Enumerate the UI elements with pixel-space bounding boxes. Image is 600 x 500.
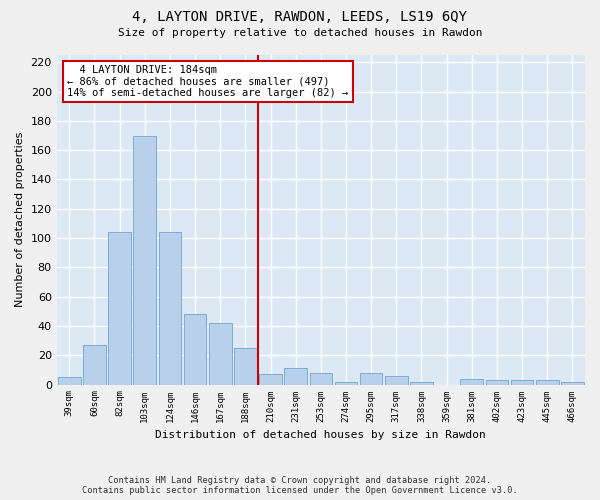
Text: 4, LAYTON DRIVE, RAWDON, LEEDS, LS19 6QY: 4, LAYTON DRIVE, RAWDON, LEEDS, LS19 6QY	[133, 10, 467, 24]
Bar	[460, 378, 483, 384]
Bar	[259, 374, 282, 384]
Bar	[511, 380, 533, 384]
Bar	[108, 232, 131, 384]
Bar	[58, 377, 80, 384]
Text: 4 LAYTON DRIVE: 184sqm  
← 86% of detached houses are smaller (497)
14% of semi-: 4 LAYTON DRIVE: 184sqm ← 86% of detached…	[67, 65, 349, 98]
Bar	[284, 368, 307, 384]
Bar	[561, 382, 584, 384]
Bar	[133, 136, 156, 384]
Y-axis label: Number of detached properties: Number of detached properties	[15, 132, 25, 308]
Bar	[485, 380, 508, 384]
Bar	[310, 373, 332, 384]
Bar	[410, 382, 433, 384]
Bar	[360, 373, 382, 384]
Bar	[184, 314, 206, 384]
Bar	[536, 380, 559, 384]
Bar	[335, 382, 358, 384]
Text: Size of property relative to detached houses in Rawdon: Size of property relative to detached ho…	[118, 28, 482, 38]
X-axis label: Distribution of detached houses by size in Rawdon: Distribution of detached houses by size …	[155, 430, 486, 440]
Bar	[209, 323, 232, 384]
Text: Contains HM Land Registry data © Crown copyright and database right 2024.
Contai: Contains HM Land Registry data © Crown c…	[82, 476, 518, 495]
Bar	[83, 345, 106, 385]
Bar	[158, 232, 181, 384]
Bar	[234, 348, 257, 385]
Bar	[385, 376, 407, 384]
